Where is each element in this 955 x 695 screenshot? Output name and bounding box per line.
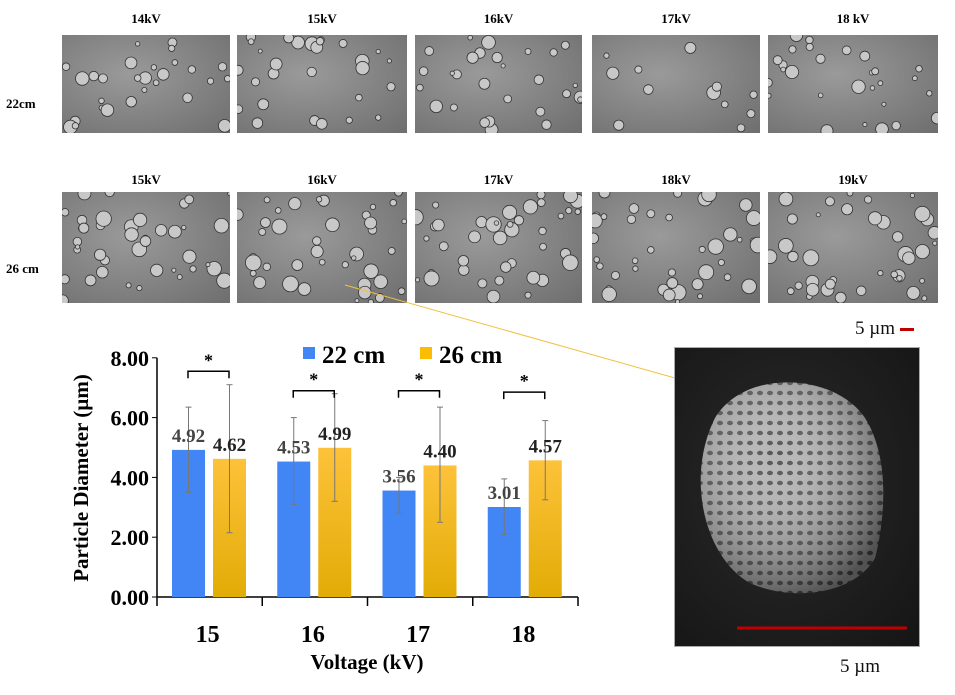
sem-panel bbox=[415, 35, 582, 133]
panel-label: 15kV bbox=[307, 11, 337, 26]
zoom-arrow bbox=[344, 284, 683, 381]
scale-label-bottom: 5 µm bbox=[840, 656, 880, 677]
data-label: 4.99 bbox=[318, 424, 351, 445]
sem-panel bbox=[592, 192, 760, 303]
significance-marker: * bbox=[520, 371, 529, 391]
y-tick-label: 4.00 bbox=[111, 465, 150, 490]
significance-marker: * bbox=[204, 350, 213, 370]
inset-sem-image bbox=[674, 347, 920, 647]
row-label-22cm: 22cm bbox=[6, 96, 36, 111]
panel-label: 17kV bbox=[483, 172, 514, 187]
y-tick-label: 6.00 bbox=[111, 406, 150, 431]
legend-swatch-22cm bbox=[303, 347, 315, 359]
panel-label: 18 kV bbox=[836, 11, 870, 26]
data-label: 3.01 bbox=[488, 483, 521, 504]
x-tick-label: 16 bbox=[301, 622, 325, 648]
y-tick-label: 0.00 bbox=[111, 585, 150, 610]
panel-label: 16kV bbox=[307, 172, 337, 187]
y-axis-label: Particle Diameter (µm) bbox=[69, 374, 93, 582]
significance-bracket bbox=[503, 391, 546, 400]
panel-label: 15kV bbox=[131, 172, 161, 187]
panel-label: 17kV bbox=[661, 11, 691, 26]
panel-label: 18kV bbox=[661, 172, 691, 187]
x-tick-label: 18 bbox=[511, 622, 535, 648]
sem-panel bbox=[237, 192, 407, 303]
data-label: 4.62 bbox=[213, 435, 246, 456]
scale-bar-icon bbox=[899, 328, 914, 332]
sem-panel bbox=[62, 35, 230, 133]
row-label-26cm: 26 cm bbox=[6, 261, 39, 276]
sem-panel bbox=[592, 35, 760, 133]
significance-bracket bbox=[292, 389, 335, 398]
x-tick-label: 15 bbox=[196, 622, 220, 648]
data-label: 3.56 bbox=[382, 467, 415, 488]
significance-bracket bbox=[187, 370, 230, 379]
x-tick-label: 17 bbox=[406, 622, 430, 648]
panel-label: 16kV bbox=[483, 11, 514, 26]
data-label: 4.40 bbox=[423, 441, 456, 462]
significance-marker: * bbox=[415, 370, 424, 390]
sem-panel bbox=[237, 35, 407, 133]
y-tick-label: 2.00 bbox=[111, 525, 150, 550]
significance-marker: * bbox=[309, 370, 318, 390]
scale-label-top: 5 µm bbox=[855, 318, 914, 340]
legend-label-26cm: 26 cm bbox=[439, 342, 502, 369]
sem-panel bbox=[62, 192, 230, 303]
panel-label: 19kV bbox=[838, 172, 868, 187]
data-label: 4.57 bbox=[529, 436, 563, 457]
data-label: 4.53 bbox=[277, 438, 310, 459]
scale-text-top: 5 µm bbox=[855, 318, 895, 339]
sem-panel bbox=[415, 192, 582, 303]
data-label: 4.92 bbox=[172, 426, 205, 447]
x-axis-label: Voltage (kV) bbox=[311, 650, 424, 674]
legend-swatch-26cm bbox=[420, 347, 432, 359]
panel-label: 14kV bbox=[131, 11, 161, 26]
y-tick-label: 8.00 bbox=[111, 346, 150, 371]
sem-panel bbox=[768, 192, 938, 303]
sem-panel bbox=[768, 35, 938, 133]
significance-bracket bbox=[397, 389, 441, 398]
legend-label-22cm: 22 cm bbox=[322, 342, 385, 369]
